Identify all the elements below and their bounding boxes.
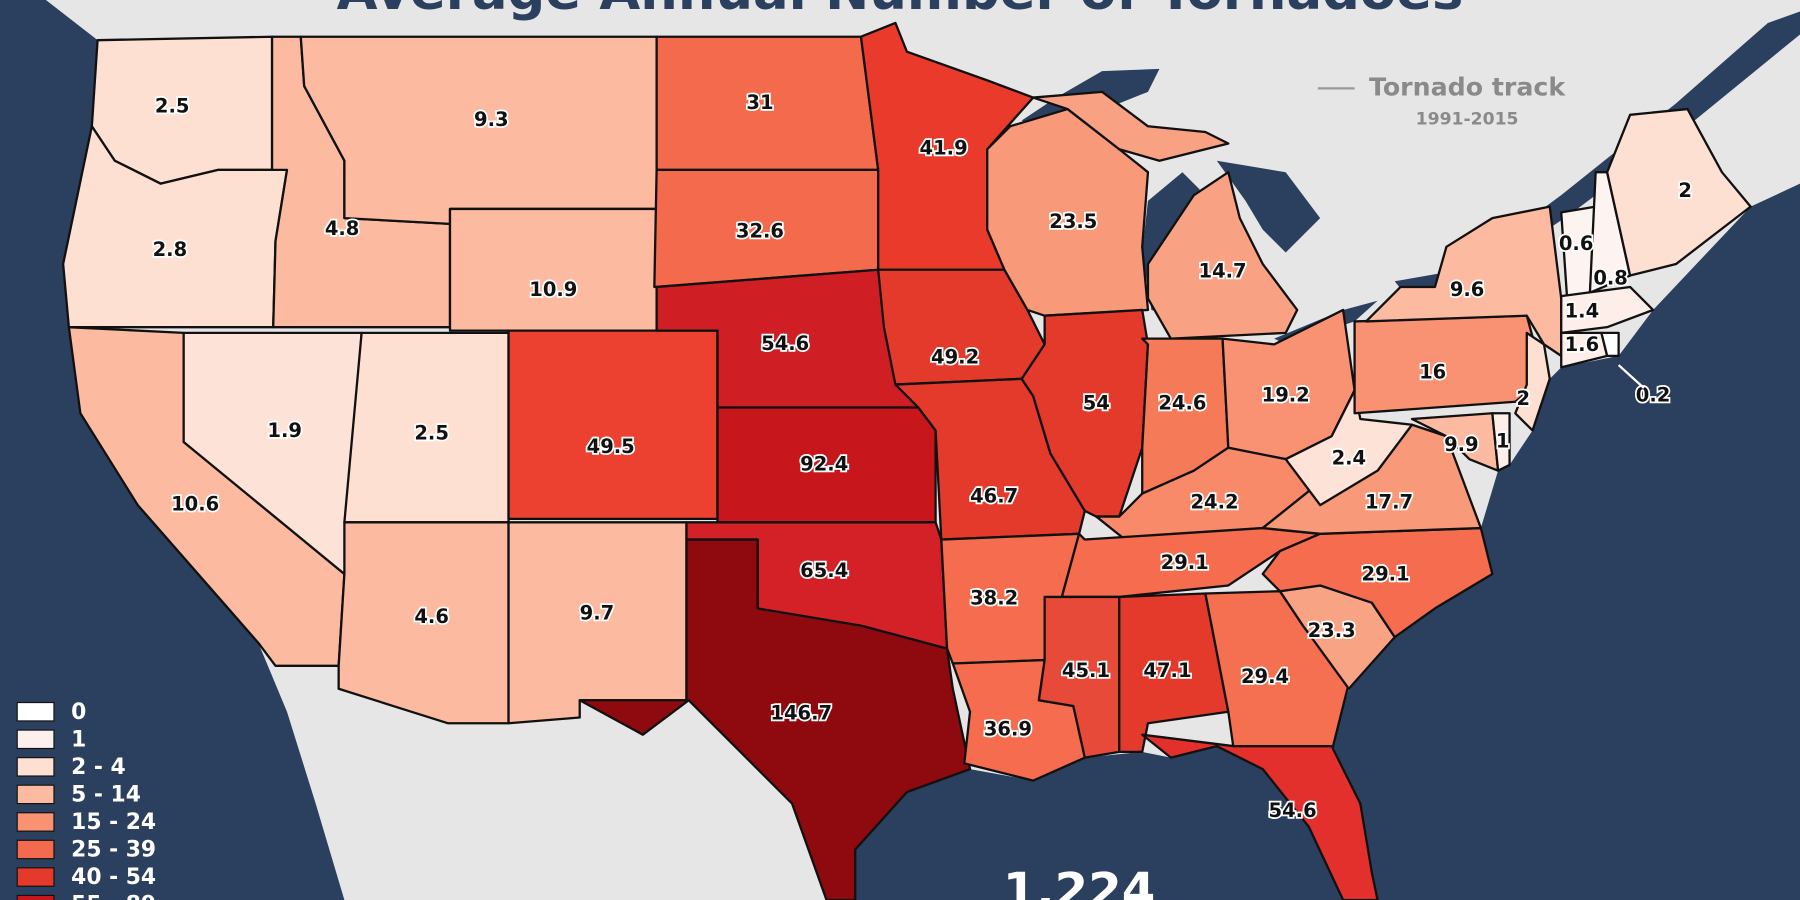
legend-swatch [16, 839, 55, 860]
atlantic-ocean [1331, 183, 1800, 900]
track-legend-label: Tornado track [1369, 72, 1566, 101]
state-value: 36.9 [984, 718, 1032, 741]
state [1032, 90, 1230, 162]
state [716, 406, 937, 524]
state-value: 54 [1083, 392, 1110, 415]
legend-swatch [16, 757, 55, 777]
total-count: 1,224 [1003, 863, 1155, 900]
state [1560, 285, 1655, 335]
state [578, 538, 972, 900]
state-value: 1 [1496, 429, 1510, 452]
state [507, 329, 719, 521]
state-value: 24.6 [1158, 392, 1206, 415]
legend-label: 2 - 4 [71, 755, 126, 780]
state-value: 2 [1678, 179, 1692, 202]
legend-swatch [16, 812, 55, 832]
state-value: 2.5 [155, 94, 190, 117]
legend-label: 55 - 89 [71, 893, 156, 900]
state [1491, 412, 1511, 472]
state-value: 10.9 [529, 278, 577, 301]
gulf-of-mexico [855, 746, 1344, 900]
state-value: 23.5 [1049, 210, 1097, 233]
map-title: Average Annual Number of Tornadoes [337, 0, 1464, 22]
state-value: 0.8 [1593, 266, 1628, 289]
state-value: 9.3 [474, 108, 509, 131]
state-value: 32.6 [736, 219, 784, 242]
state-value: 49.5 [587, 435, 635, 458]
state-value: 23.3 [1308, 619, 1356, 642]
state [1364, 205, 1563, 358]
states [61, 21, 1752, 900]
state-value: 38.2 [970, 587, 1018, 610]
state-value: 31 [746, 91, 773, 114]
pacific-ocean [0, 0, 345, 900]
state-value: 2.8 [153, 238, 188, 261]
legend-label: 40 - 54 [71, 865, 156, 890]
state-value: 19.2 [1262, 384, 1310, 407]
legend-label: 0 [71, 700, 86, 725]
state-value: 92.4 [800, 452, 848, 475]
state-value: 29.4 [1241, 665, 1289, 688]
state [1410, 412, 1500, 472]
state-value: 0.6 [1559, 232, 1594, 255]
legend-swatch [16, 894, 55, 900]
state-value: 49.2 [931, 346, 979, 369]
state [1146, 171, 1299, 340]
state [1261, 526, 1494, 639]
state-value: 4.8 [325, 217, 360, 240]
state-value: 0.2 [1636, 384, 1671, 407]
state-value: 65.4 [800, 559, 848, 582]
state-value: 14.7 [1199, 260, 1247, 283]
state-value: 2 [1517, 387, 1531, 410]
state-value: 45.1 [1062, 659, 1110, 682]
state-value: 9.6 [1450, 278, 1485, 301]
state [1284, 389, 1414, 507]
ri-leader-line [1617, 364, 1645, 389]
state-value: 29.1 [1362, 563, 1410, 586]
state-value: 29.1 [1161, 551, 1209, 574]
state-value: 1.9 [267, 419, 302, 442]
state-value: 54.6 [1269, 799, 1317, 822]
state-value: 2.4 [1332, 447, 1367, 470]
legend-swatch [16, 784, 55, 805]
state-value: 2.5 [414, 421, 449, 444]
state [1600, 331, 1620, 358]
track-legend-years: 1991-2015 [1416, 109, 1519, 129]
state-value: 1.4 [1565, 300, 1600, 323]
state-value: 10.6 [171, 493, 219, 516]
state-value: 41.9 [920, 137, 968, 160]
state-value: 9.9 [1444, 433, 1479, 456]
state-value: 17.7 [1365, 490, 1413, 513]
lake-huron [1216, 160, 1321, 253]
state-value: 4.6 [414, 605, 449, 628]
legend-label: 15 - 24 [71, 810, 156, 835]
state-value: 54.6 [761, 332, 809, 355]
state-value: 9.7 [580, 602, 615, 625]
legend-label: 1 [71, 727, 86, 752]
legend-swatch [16, 729, 55, 750]
state-value: 24.2 [1190, 490, 1238, 513]
state-value: 146.7 [770, 702, 832, 725]
legend-label: 5 - 14 [71, 783, 141, 808]
state [1605, 107, 1752, 277]
state-value: 1.6 [1565, 333, 1600, 356]
state-value: 46.7 [970, 485, 1018, 508]
state [448, 207, 658, 332]
state [1514, 331, 1551, 432]
state-value: 16 [1419, 361, 1446, 384]
legend-swatch [16, 867, 55, 887]
state-labels: 2.52.810.61.94.89.310.92.549.54.6 9.73132… [151, 89, 1694, 824]
legend-label: 25 - 39 [71, 838, 156, 863]
legend-swatch [16, 701, 55, 722]
state [1141, 733, 1379, 900]
state-value: 47.1 [1143, 659, 1191, 682]
